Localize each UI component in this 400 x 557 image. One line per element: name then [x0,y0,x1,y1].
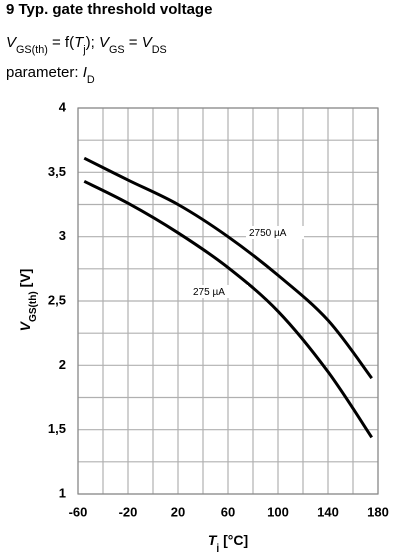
text-part: T [74,34,85,51]
label-bg [246,226,304,239]
x-tick-label: 100 [267,504,289,519]
text-part: T [208,532,218,548]
text-part: GS(th) [28,291,39,322]
text-part: = [125,34,142,51]
text-part: [°C] [219,532,248,548]
y-tick-label: 1,5 [48,421,66,436]
parameter: parameter: ID [6,64,95,86]
text-part: V [142,34,154,51]
text-part: = f( [48,34,74,51]
line [83,156,373,380]
text-part: GS(th) [16,44,48,56]
y-tick-label: 2,5 [48,292,66,307]
y-tick-label: 4 [59,99,67,114]
text-part: j [215,543,219,553]
series-label: 2750 µA [249,228,287,239]
text-part: V [17,320,33,331]
y-axis-label: VGS(th) [V] [17,269,39,332]
y-tick-label: 2 [59,357,66,372]
text-part: j [82,44,85,56]
plot-frame [77,107,379,495]
x-tick-label: 140 [317,504,339,519]
text-part: parameter: [6,64,83,81]
text-part: DS [152,44,167,56]
text-part: V [6,34,18,51]
text-part: [V] [17,269,33,292]
x-tick-label: 180 [367,504,389,519]
text-part: GS [109,44,125,56]
x-tick-label: 20 [171,504,185,519]
x-tick-label: 60 [221,504,235,519]
series-label: 275 µA [193,287,225,298]
label-bg [190,285,248,298]
y-tick-label: 1 [59,485,66,500]
text-part: D [87,74,95,86]
y-tick-label: 3,5 [48,164,66,179]
line [83,179,373,439]
y-tick-label: 3 [59,228,66,243]
x-tick-label: -20 [119,504,138,519]
title: 9 Typ. gate threshold voltage [6,1,212,18]
subtitle: VGS(th) = f(Tj); VGS = VDS [6,34,167,56]
x-axis-label: Tj [°C] [208,532,248,552]
text-part: I [83,64,87,81]
x-tick-label: -60 [69,504,88,519]
text-part: ); [86,34,99,51]
text-part: V [99,34,111,51]
